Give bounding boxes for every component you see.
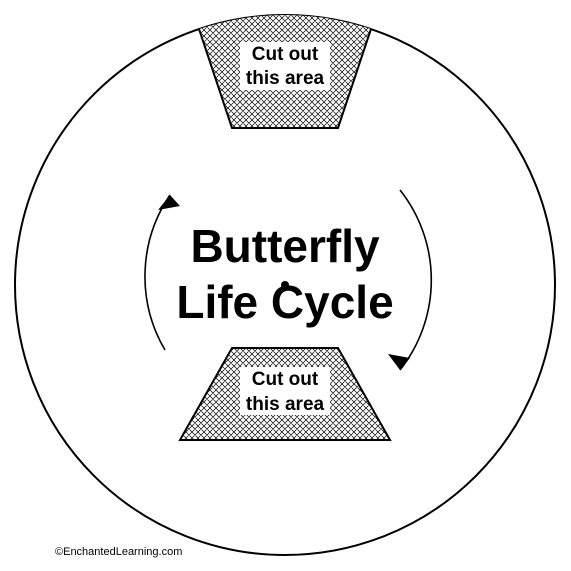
cutout-bottom-label-line2: this area xyxy=(246,394,325,415)
title-line1: Butterfly xyxy=(190,220,380,272)
credit-text: ©EnchantedLearning.com xyxy=(55,546,182,558)
cutout-top-label-line2: this area xyxy=(246,68,325,89)
cutout-top-label-line1: Cut out xyxy=(252,44,319,65)
butterfly-lifecycle-wheel: Cut out this area Cut out this area Butt… xyxy=(0,0,571,571)
center-dot xyxy=(281,281,289,289)
cutout-bottom-label-line1: Cut out xyxy=(252,369,319,390)
